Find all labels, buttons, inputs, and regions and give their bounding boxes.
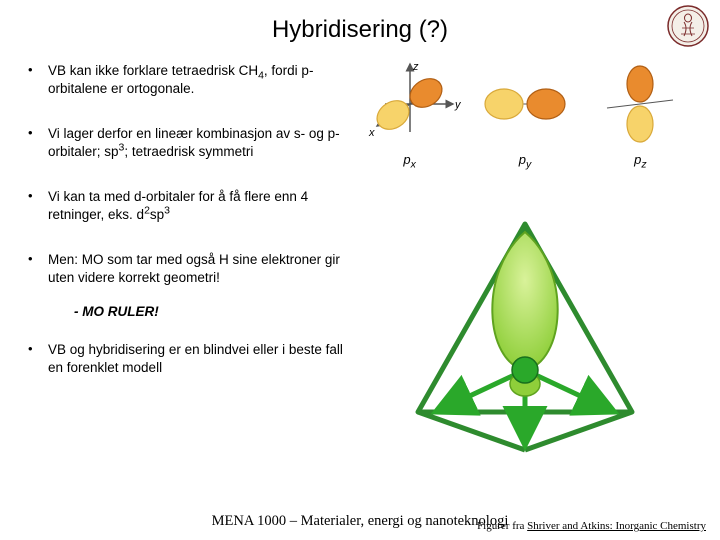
p-label-y: p: [519, 152, 526, 167]
bullet-1-text-pre: VB kan ikke forklare tetraedrisk CH: [48, 63, 258, 78]
px-sub: x: [411, 159, 416, 171]
bullet-2: Vi lager derfor en lineær kombinasjon av…: [24, 125, 344, 160]
orbital-py-label: py: [519, 152, 531, 167]
pz-sub: z: [641, 159, 646, 171]
figure-column: z y x px py: [354, 62, 696, 404]
university-seal-icon: [666, 4, 710, 53]
tetrahedron-figure: [354, 212, 696, 462]
orbital-px-label: px: [403, 152, 415, 167]
orbital-pz: pz: [585, 58, 696, 167]
footer-source-book: Shriver and Atkins: Inorganic Chemistry: [527, 520, 706, 532]
footer-source-pre: Figurer fra: [477, 520, 527, 532]
bullet-5: VB og hybridisering er en blindvei eller…: [24, 341, 344, 376]
footer-source: Figurer fra Shriver and Atkins: Inorgani…: [477, 520, 706, 532]
bullet-2-text-post: ; tetraedrisk symmetri: [124, 144, 253, 159]
orbital-pz-label: pz: [634, 152, 646, 167]
axis-y-label: y: [454, 99, 462, 111]
slide-title: Hybridisering (?): [24, 16, 696, 44]
p-orbitals-row: z y x px py: [354, 58, 696, 167]
orbital-px: z y x px: [354, 58, 465, 167]
bullet-1: VB kan ikke forklare tetraedrisk CH4, fo…: [24, 62, 344, 97]
axis-z-label: z: [412, 61, 419, 73]
text-column: VB kan ikke forklare tetraedrisk CH4, fo…: [24, 62, 354, 404]
bullet-4: Men: MO som tar med også H sine elektron…: [24, 251, 344, 286]
p-label: p: [403, 152, 410, 167]
orbital-py: py: [469, 58, 580, 167]
bullet-3-mid: sp: [150, 207, 164, 222]
bullet-3-sup2: 3: [164, 204, 170, 216]
emphasis-line: - MO RULER!: [74, 304, 344, 319]
py-sub: y: [526, 159, 531, 171]
bullet-3: Vi kan ta med d-orbitaler for å få flere…: [24, 188, 344, 223]
axis-x-label: x: [368, 127, 375, 139]
bullet-3-text-pre: Vi kan ta med d-orbitaler for å få flere…: [48, 189, 308, 222]
